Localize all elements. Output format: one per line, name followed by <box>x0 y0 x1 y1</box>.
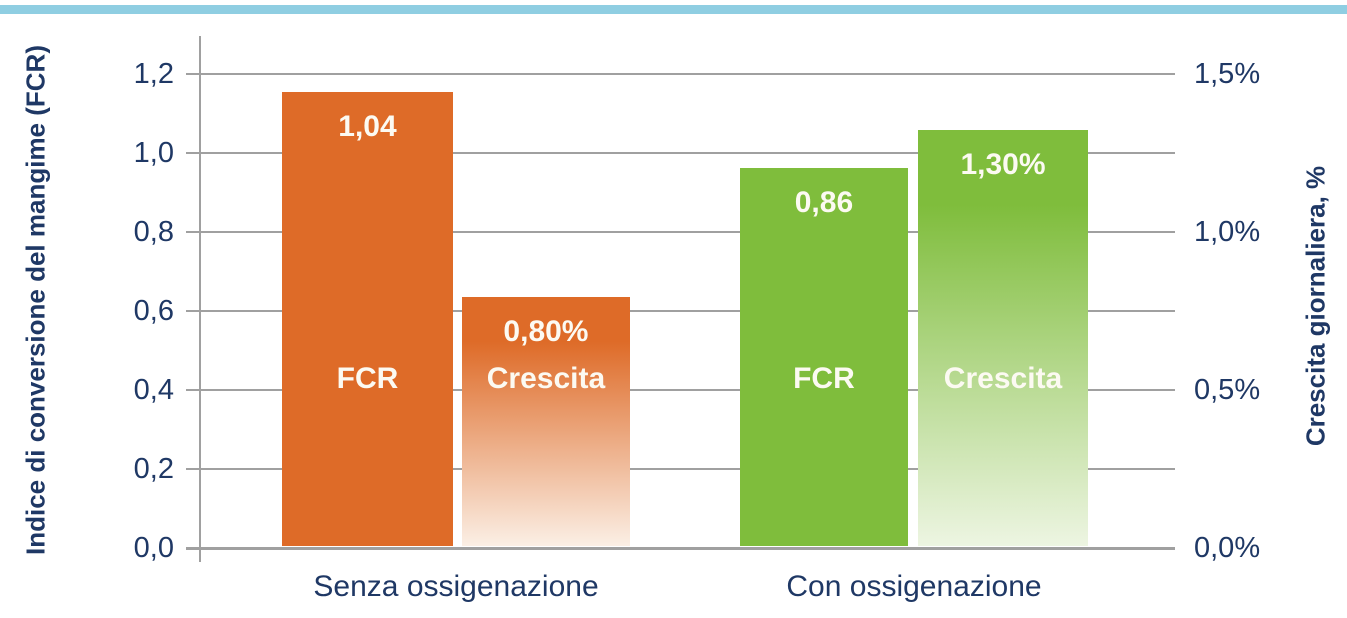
bar-series-label: FCR <box>793 361 855 395</box>
gridline <box>186 310 1175 312</box>
right-axis-title: Crescita giornaliera, % <box>1300 165 1331 447</box>
gridline <box>186 73 1175 75</box>
bar-value-label: 1,04 <box>338 110 397 143</box>
baseline-gridline <box>186 547 1175 550</box>
bar-series-label: FCR <box>336 361 399 395</box>
gridline <box>186 468 1175 470</box>
bar-value-label: 0,86 <box>794 185 854 219</box>
left-axis-tick-label: 0,6 <box>133 295 174 327</box>
gridline <box>186 152 1175 154</box>
left-axis-tick-label: 0,8 <box>133 216 174 248</box>
left-axis-tick-label: 0,0 <box>133 532 174 564</box>
right-axis-tick-label: 0,5% <box>1194 374 1261 406</box>
category-label: Con ossigenazione <box>786 570 1042 603</box>
gridline <box>186 231 1175 233</box>
gridline <box>186 389 1175 391</box>
bar-fcr-con: 0,86 FCR <box>739 167 908 546</box>
left-axis-line <box>199 36 201 562</box>
left-axis-tick-label: 0,4 <box>133 374 174 406</box>
left-axis-tick-label: 1,2 <box>133 58 174 90</box>
bar-series-label: Crescita <box>486 361 606 395</box>
right-axis-tick-label: 1,0% <box>1194 216 1261 248</box>
left-axis-title: Indice di conversione del mangime (FCR) <box>20 45 51 555</box>
left-axis-tick-label: 1,0 <box>133 137 174 169</box>
bar-series-label: Crescita <box>943 361 1063 395</box>
bar-crescita-con: 1,30% Crescita <box>917 129 1089 546</box>
right-axis-tick-label: 1,5% <box>1194 58 1261 90</box>
bar-fcr-senza: 1,04 FCR <box>281 92 453 546</box>
bar-value-label: 0,80% <box>503 314 589 348</box>
category-label: Senza ossigenazione <box>313 570 599 603</box>
top-accent-stripe <box>0 5 1347 14</box>
bar-crescita-senza: 0,80% Crescita <box>461 296 630 546</box>
right-axis-tick-label: 0,0% <box>1194 532 1261 564</box>
left-axis-tick-label: 0,2 <box>133 453 174 485</box>
bar-value-label: 1,30% <box>960 147 1046 181</box>
